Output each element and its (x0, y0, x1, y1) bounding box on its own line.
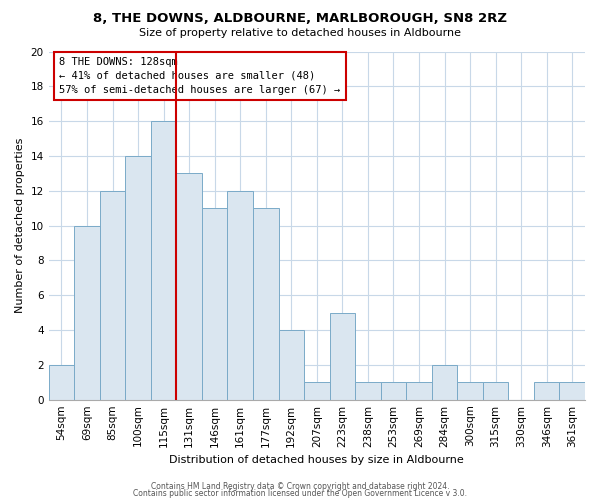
Bar (49, 365, 74, 400)
Bar (202, 208, 227, 400)
Bar (559, 382, 585, 400)
Text: Contains HM Land Registry data © Crown copyright and database right 2024.: Contains HM Land Registry data © Crown c… (151, 482, 449, 491)
Bar (100, 191, 125, 400)
Bar (380, 382, 406, 400)
Bar (432, 365, 457, 400)
Text: 8 THE DOWNS: 128sqm
← 41% of detached houses are smaller (48)
57% of semi-detach: 8 THE DOWNS: 128sqm ← 41% of detached ho… (59, 56, 341, 94)
Bar (253, 208, 278, 400)
Bar (304, 382, 329, 400)
Bar (457, 382, 483, 400)
Bar (125, 156, 151, 400)
Bar (74, 226, 100, 400)
Text: Contains public sector information licensed under the Open Government Licence v : Contains public sector information licen… (133, 489, 467, 498)
Bar (227, 191, 253, 400)
Bar (176, 174, 202, 400)
Bar (151, 121, 176, 400)
Bar (329, 312, 355, 400)
Bar (355, 382, 380, 400)
Bar (483, 382, 508, 400)
Bar (534, 382, 559, 400)
Text: Size of property relative to detached houses in Aldbourne: Size of property relative to detached ho… (139, 28, 461, 38)
Text: 8, THE DOWNS, ALDBOURNE, MARLBOROUGH, SN8 2RZ: 8, THE DOWNS, ALDBOURNE, MARLBOROUGH, SN… (93, 12, 507, 26)
Bar (406, 382, 432, 400)
Y-axis label: Number of detached properties: Number of detached properties (15, 138, 25, 314)
X-axis label: Distribution of detached houses by size in Aldbourne: Distribution of detached houses by size … (169, 455, 464, 465)
Bar (278, 330, 304, 400)
